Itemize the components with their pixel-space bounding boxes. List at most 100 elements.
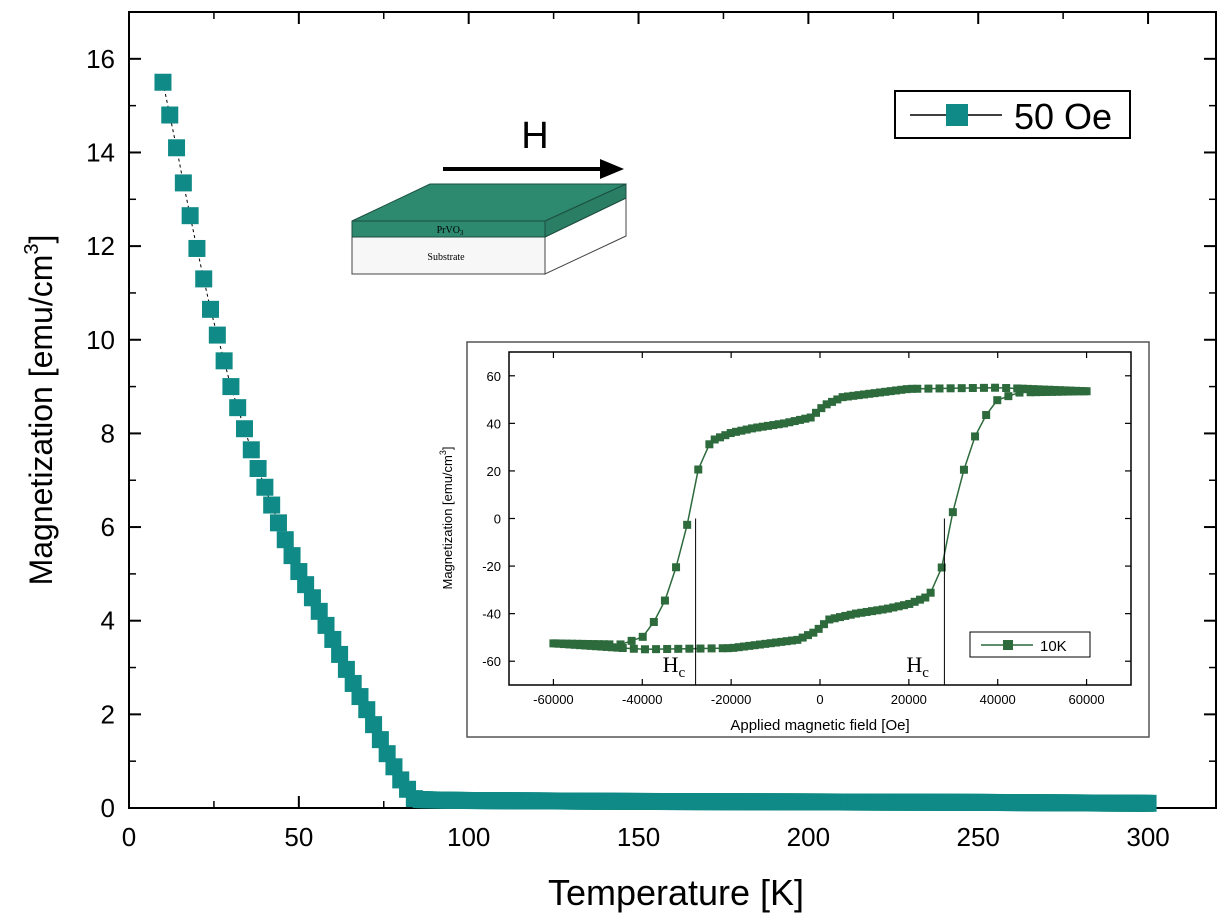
main-data-point	[331, 645, 349, 663]
inset-data-point	[785, 418, 794, 427]
inset-data-point	[825, 615, 834, 624]
inset-data-point	[851, 609, 860, 618]
main-data-point	[263, 496, 281, 514]
inset-data-point	[957, 384, 966, 393]
main-legend-marker	[946, 104, 968, 126]
inset-data-point	[959, 465, 968, 474]
inset-data-point	[710, 435, 719, 444]
inset-data-point	[742, 425, 751, 434]
inset-data-point	[862, 607, 871, 616]
inset-data-point	[618, 644, 627, 653]
inset-data-point	[993, 396, 1002, 405]
inset-data-point	[721, 431, 730, 440]
hc-label: Hc	[663, 652, 686, 681]
main-data-point	[188, 239, 206, 257]
main-data-point	[235, 420, 253, 438]
inset-data-point	[891, 386, 900, 395]
main-data-point	[181, 207, 199, 225]
inset-data-point	[716, 433, 725, 442]
inset-data-point	[1013, 384, 1022, 393]
inset-data-point	[873, 606, 882, 615]
inset-data-point	[560, 640, 569, 649]
inset-data-point	[910, 597, 919, 606]
inset-data-point	[608, 643, 617, 652]
main-data-point	[358, 701, 376, 719]
main-y-tick-label: 8	[101, 418, 115, 448]
inset-x-tick-label: 0	[816, 692, 823, 707]
inset-data-point	[729, 643, 738, 652]
main-data-point	[317, 616, 335, 634]
inset-data-point	[838, 393, 847, 402]
inset-x-tick-label: 40000	[980, 692, 1016, 707]
inset-data-point	[907, 384, 916, 393]
main-y-tick-label: 16	[86, 44, 115, 74]
inset-data-point	[817, 404, 826, 413]
inset-data-point	[549, 639, 558, 648]
main-data-point	[310, 602, 328, 620]
inset-data-point	[696, 644, 705, 653]
inset-y-tick-label: -40	[482, 607, 501, 622]
inset-data-point	[849, 391, 858, 400]
inset-data-point	[613, 643, 622, 652]
inset-data-point	[788, 636, 797, 645]
inset-data-point	[737, 426, 746, 435]
main-y-tick-label: 6	[101, 512, 115, 542]
inset-y-tick-label: 0	[494, 512, 501, 527]
inset-data-point	[674, 644, 683, 653]
inset-data-point	[638, 632, 647, 641]
inset-data-point	[991, 383, 1000, 392]
inset-data-point	[915, 595, 924, 604]
main-series-50oe	[154, 73, 1157, 812]
inset-data-point	[819, 620, 828, 629]
main-data-point	[161, 106, 179, 124]
inset-data-point	[554, 639, 563, 648]
main-data-point	[269, 514, 287, 532]
main-data-point	[283, 547, 301, 565]
main-data-point	[378, 745, 396, 763]
inset-data-point	[718, 644, 727, 653]
main-data-point	[290, 563, 308, 581]
inset-data-point	[899, 601, 908, 610]
inset-axes: -60000 -40000 -20000 0 20000 40000 60000 -60 -40…	[482, 352, 1131, 707]
inset-data-point	[565, 640, 574, 649]
inset-data-point	[846, 610, 855, 619]
main-data-point	[242, 441, 260, 459]
main-legend-label: 50 Oe	[1014, 96, 1112, 137]
main-legend: 50 Oe	[894, 90, 1131, 139]
inset-data-point	[881, 387, 890, 396]
inset-data-point	[685, 644, 694, 653]
field-direction-label: H	[521, 115, 548, 157]
main-data-point	[222, 378, 240, 396]
inset-data-point	[1053, 387, 1062, 396]
svg-text:Magnetization [emu/cm3]: Magnetization [emu/cm3]	[438, 446, 455, 589]
inset-data-point	[652, 645, 661, 654]
main-data-point	[303, 589, 321, 607]
inset-data-point	[748, 424, 757, 433]
main-data-point	[195, 270, 213, 288]
inset-data-point	[843, 392, 852, 401]
inset-data-point	[1002, 384, 1011, 393]
inset-legend-marker	[1003, 640, 1013, 650]
inset-data-point	[814, 624, 823, 633]
inset-data-point	[1058, 387, 1067, 396]
inset-data-point	[835, 613, 844, 622]
inset-data-point	[629, 644, 638, 653]
inset-data-point	[809, 628, 818, 637]
inset-data-point	[830, 614, 839, 623]
main-data-point	[297, 576, 315, 594]
inset-data-point	[761, 639, 770, 648]
inset-legend-label: 10K	[1040, 638, 1067, 655]
inset-data-point	[859, 390, 868, 399]
main-data-point	[371, 731, 389, 749]
main-data-point	[276, 531, 294, 549]
inset-data-point	[870, 389, 879, 398]
inset-y-tick-label: 40	[487, 416, 501, 431]
inset-data-point	[592, 642, 601, 651]
main-data-point	[202, 300, 220, 318]
inset-data-point	[774, 420, 783, 429]
inset-data-point	[672, 563, 681, 572]
inset-data-point	[889, 603, 898, 612]
inset-panel	[466, 341, 1150, 738]
